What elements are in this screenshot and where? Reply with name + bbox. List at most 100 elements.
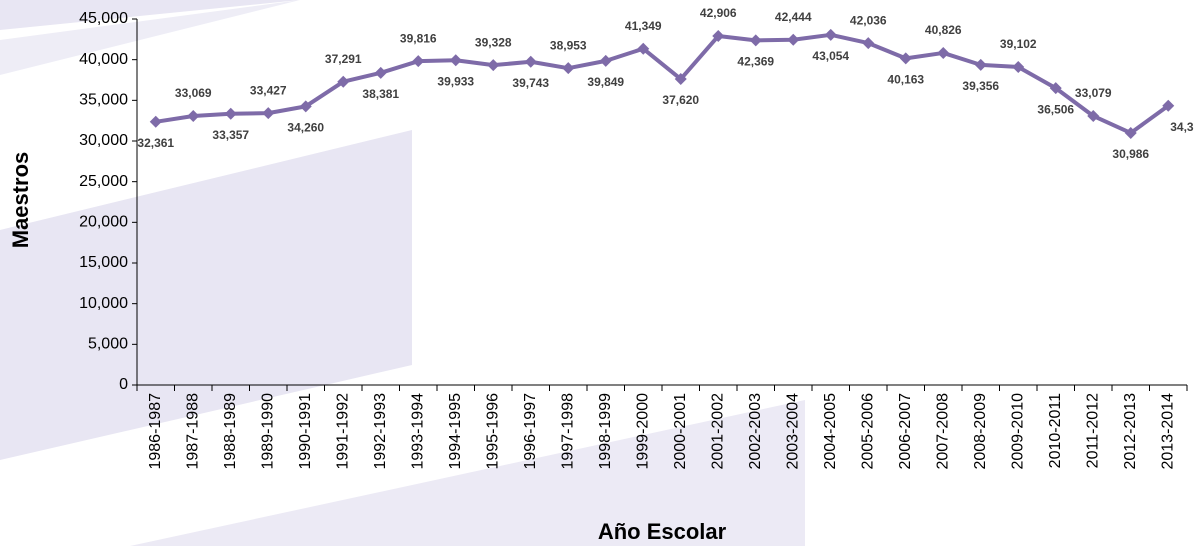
marker — [187, 110, 200, 123]
x-axis-title: Año Escolar — [598, 519, 727, 544]
x-tick-label: 2002-2003 — [747, 393, 764, 470]
x-tick-label: 2007-2008 — [934, 393, 951, 470]
marker — [562, 62, 575, 75]
marker — [899, 52, 912, 65]
x-tick-label: 1999-2000 — [634, 393, 651, 470]
marker — [862, 37, 875, 50]
data-label: 37,620 — [662, 93, 699, 107]
marker — [224, 107, 237, 120]
marker — [1162, 99, 1175, 112]
marker — [262, 107, 275, 120]
data-label: 33,079 — [1075, 86, 1112, 100]
data-label: 39,816 — [400, 31, 437, 45]
marker — [937, 46, 950, 59]
x-tick-label: 2006-2007 — [897, 393, 914, 470]
x-tick-label: 2012-2013 — [1122, 393, 1139, 470]
data-label: 30,986 — [1112, 147, 1149, 161]
data-label: 39,102 — [1000, 37, 1037, 51]
marker — [787, 33, 800, 46]
x-tick-label: 1996-1997 — [522, 393, 539, 470]
marker — [1049, 82, 1062, 95]
marker — [674, 73, 687, 86]
data-label: 38,953 — [550, 38, 587, 52]
data-label: 36,506 — [1037, 102, 1074, 116]
x-tick-label: 1990-1991 — [297, 393, 314, 470]
data-label: 39,356 — [962, 79, 999, 93]
y-tick-label: 5,000 — [88, 336, 128, 353]
marker — [712, 30, 725, 43]
data-label: 34,338 — [1170, 120, 1194, 134]
y-tick-label: 20,000 — [79, 214, 128, 231]
data-label: 39,849 — [587, 75, 624, 89]
x-tick-label: 2013-2014 — [1159, 393, 1176, 470]
data-label: 40,163 — [887, 73, 924, 87]
y-tick-label: 35,000 — [79, 92, 128, 109]
marker — [149, 115, 162, 128]
marker — [524, 55, 537, 68]
x-tick-label: 2008-2009 — [972, 393, 989, 470]
x-tick-label: 1986-1987 — [147, 393, 164, 470]
data-label: 33,427 — [250, 83, 287, 97]
x-tick-label: 1989-1990 — [259, 393, 276, 470]
data-label: 42,906 — [700, 6, 737, 20]
data-label: 32,361 — [137, 136, 174, 150]
marker — [1012, 60, 1025, 73]
marker — [337, 75, 350, 88]
background-shape — [0, 0, 300, 30]
y-tick-label: 30,000 — [79, 132, 128, 149]
data-label: 39,328 — [475, 35, 512, 49]
x-tick-label: 2000-2001 — [672, 393, 689, 470]
data-label: 33,357 — [212, 128, 249, 142]
x-tick-label: 1997-1998 — [559, 393, 576, 470]
marker — [599, 54, 612, 67]
y-tick-label: 0 — [119, 376, 128, 393]
x-tick-label: 1993-1994 — [409, 393, 426, 470]
y-tick-label: 40,000 — [79, 51, 128, 68]
marker — [487, 59, 500, 72]
x-tick-label: 1991-1992 — [334, 393, 351, 470]
x-tick-label: 2010-2011 — [1047, 393, 1064, 468]
y-tick-label: 15,000 — [79, 254, 128, 271]
x-tick-label: 2003-2004 — [784, 393, 801, 470]
x-tick-label: 2011-2012 — [1084, 393, 1101, 468]
y-tick-label: 10,000 — [79, 295, 128, 312]
data-label: 39,743 — [512, 76, 549, 90]
x-tick-label: 2001-2002 — [709, 393, 726, 470]
background-shape — [130, 400, 805, 546]
data-label: 39,933 — [437, 74, 474, 88]
data-label: 33,069 — [175, 86, 212, 100]
line — [155, 32, 1170, 135]
x-tick-label: 1995-1996 — [484, 393, 501, 470]
x-tick-label: 1994-1995 — [447, 393, 464, 470]
x-tick-label: 1988-1989 — [222, 393, 239, 470]
data-label: 37,291 — [325, 52, 362, 66]
data-label: 41,349 — [625, 19, 662, 33]
y-tick-label: 25,000 — [79, 173, 128, 190]
marker — [1124, 126, 1137, 139]
marker — [824, 28, 837, 41]
x-tick-label: 1998-1999 — [597, 393, 614, 470]
data-label: 43,054 — [812, 49, 849, 63]
x-tick-label: 1987-1988 — [184, 393, 201, 470]
y-tick-label: 45,000 — [79, 10, 128, 27]
data-label: 42,036 — [850, 13, 887, 27]
x-tick-label: 2005-2006 — [859, 393, 876, 470]
y-axis-title: Maestros — [8, 152, 33, 249]
marker — [449, 54, 462, 67]
marker — [974, 58, 987, 71]
data-label: 42,444 — [775, 10, 812, 24]
marker — [1087, 109, 1100, 122]
data-label: 40,826 — [925, 23, 962, 37]
background-shape — [0, 0, 300, 75]
marker — [749, 34, 762, 47]
marker — [374, 66, 387, 79]
x-tick-label: 1992-1993 — [372, 393, 389, 470]
data-label: 34,260 — [287, 121, 324, 135]
background-shape — [0, 130, 412, 460]
data-label: 38,381 — [362, 87, 399, 101]
marker — [412, 55, 425, 68]
marker — [637, 42, 650, 55]
data-label: 42,369 — [737, 55, 774, 69]
x-tick-label: 2004-2005 — [822, 393, 839, 470]
